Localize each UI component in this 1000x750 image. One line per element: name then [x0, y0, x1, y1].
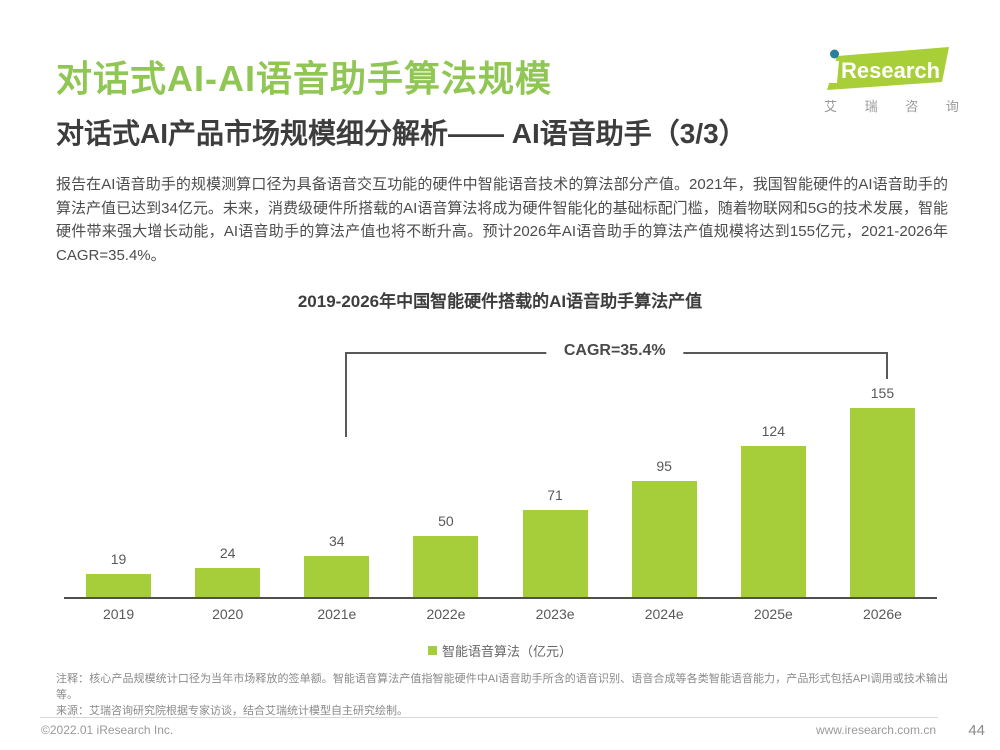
chart-title: 2019-2026年中国智能硬件搭载的AI语音助手算法产值 — [297, 292, 703, 311]
bar — [631, 481, 697, 597]
page-title: 对话式AI-AI语音助手算法规模 — [56, 58, 552, 99]
legend-swatch-icon — [427, 646, 437, 655]
page-number: 44 — [968, 722, 985, 739]
bar-value-label: 155 — [870, 385, 895, 401]
footer-copyright: ©2022.01 iResearch Inc. — [41, 723, 174, 737]
bar-group: 24 — [173, 380, 282, 597]
bar-value-label: 34 — [329, 533, 345, 549]
bar — [195, 568, 261, 597]
section-subtitle: 对话式AI产品市场规模细分解析—— AI语音助手（3/3） — [56, 118, 747, 149]
bar-group: 34 — [282, 380, 391, 597]
x-axis-tick-label: 2021e — [317, 606, 357, 622]
bar-chart-bars: 19 24 34 50 71 95 124 155 — [64, 380, 937, 597]
svg-text:Research: Research — [841, 58, 940, 83]
bar-group: 19 — [64, 380, 173, 597]
x-axis-tick-label: 2024e — [644, 606, 684, 622]
body-paragraph: 报告在AI语音助手的规模测算口径为具备语音交互功能的硬件中智能语音技术的算法部分… — [56, 176, 948, 264]
bar — [849, 408, 915, 597]
bar-value-label: 50 — [438, 513, 454, 529]
footer-divider — [40, 717, 938, 718]
bar — [86, 574, 152, 597]
footnotes: 注释：核心产品规模统计口径为当年市场释放的签单额。智能语音算法产值指智能硬件中A… — [56, 671, 948, 719]
x-axis-labels: 2019 2020 2021e 2022e 2023e 2024e 2025e 2026e — [64, 606, 937, 622]
cagr-bracket-right-tick — [886, 352, 888, 379]
bar-value-label: 124 — [761, 423, 785, 439]
legend-label: 智能语音算法（亿元） — [441, 644, 572, 659]
bar — [304, 556, 370, 597]
iresearch-logo: Research 艾 瑞 咨 询 — [820, 46, 971, 114]
bar-value-label: 71 — [547, 487, 563, 503]
bar-group: 124 — [719, 380, 828, 597]
iresearch-logo-mark: Research — [827, 47, 949, 90]
bar — [413, 536, 479, 597]
x-axis-tick-label: 2022e — [426, 606, 466, 622]
bar-group: 155 — [828, 380, 937, 597]
note-annotation: 注释：核心产品规模统计口径为当年市场释放的签单额。智能语音算法产值指智能硬件中A… — [56, 673, 948, 701]
footer-website: www.iresearch.com.cn — [815, 723, 936, 737]
bar-group: 95 — [610, 380, 719, 597]
cagr-bracket: CAGR=35.4% — [345, 342, 888, 437]
x-axis-tick-label: 2019 — [102, 606, 135, 622]
bar-value-label: 19 — [110, 551, 127, 567]
x-axis-tick-label: 2026e — [862, 606, 902, 622]
x-axis-tick-label: 2020 — [212, 606, 244, 622]
bar — [522, 510, 588, 597]
chart-legend: 智能语音算法（亿元） — [0, 641, 1000, 660]
bar — [740, 446, 806, 597]
cagr-annotation: CAGR=35.4% — [545, 342, 684, 360]
logo-chinese-name: 艾 瑞 咨 询 — [824, 99, 971, 114]
x-axis-tick-label: 2023e — [535, 606, 575, 622]
x-axis-line — [64, 597, 937, 599]
bar-value-label: 95 — [656, 458, 672, 474]
bar-chart: 19 24 34 50 71 95 124 155 2019 2020 2021e 2022e 202… — [64, 380, 937, 630]
bar-group: 71 — [501, 380, 610, 597]
bar-value-label: 24 — [219, 545, 236, 561]
bar-group: 50 — [391, 380, 500, 597]
note-source: 来源：艾瑞咨询研究院根据专家访谈，结合艾瑞统计模型自主研究绘制。 — [56, 705, 408, 717]
x-axis-tick-label: 2025e — [753, 606, 793, 622]
